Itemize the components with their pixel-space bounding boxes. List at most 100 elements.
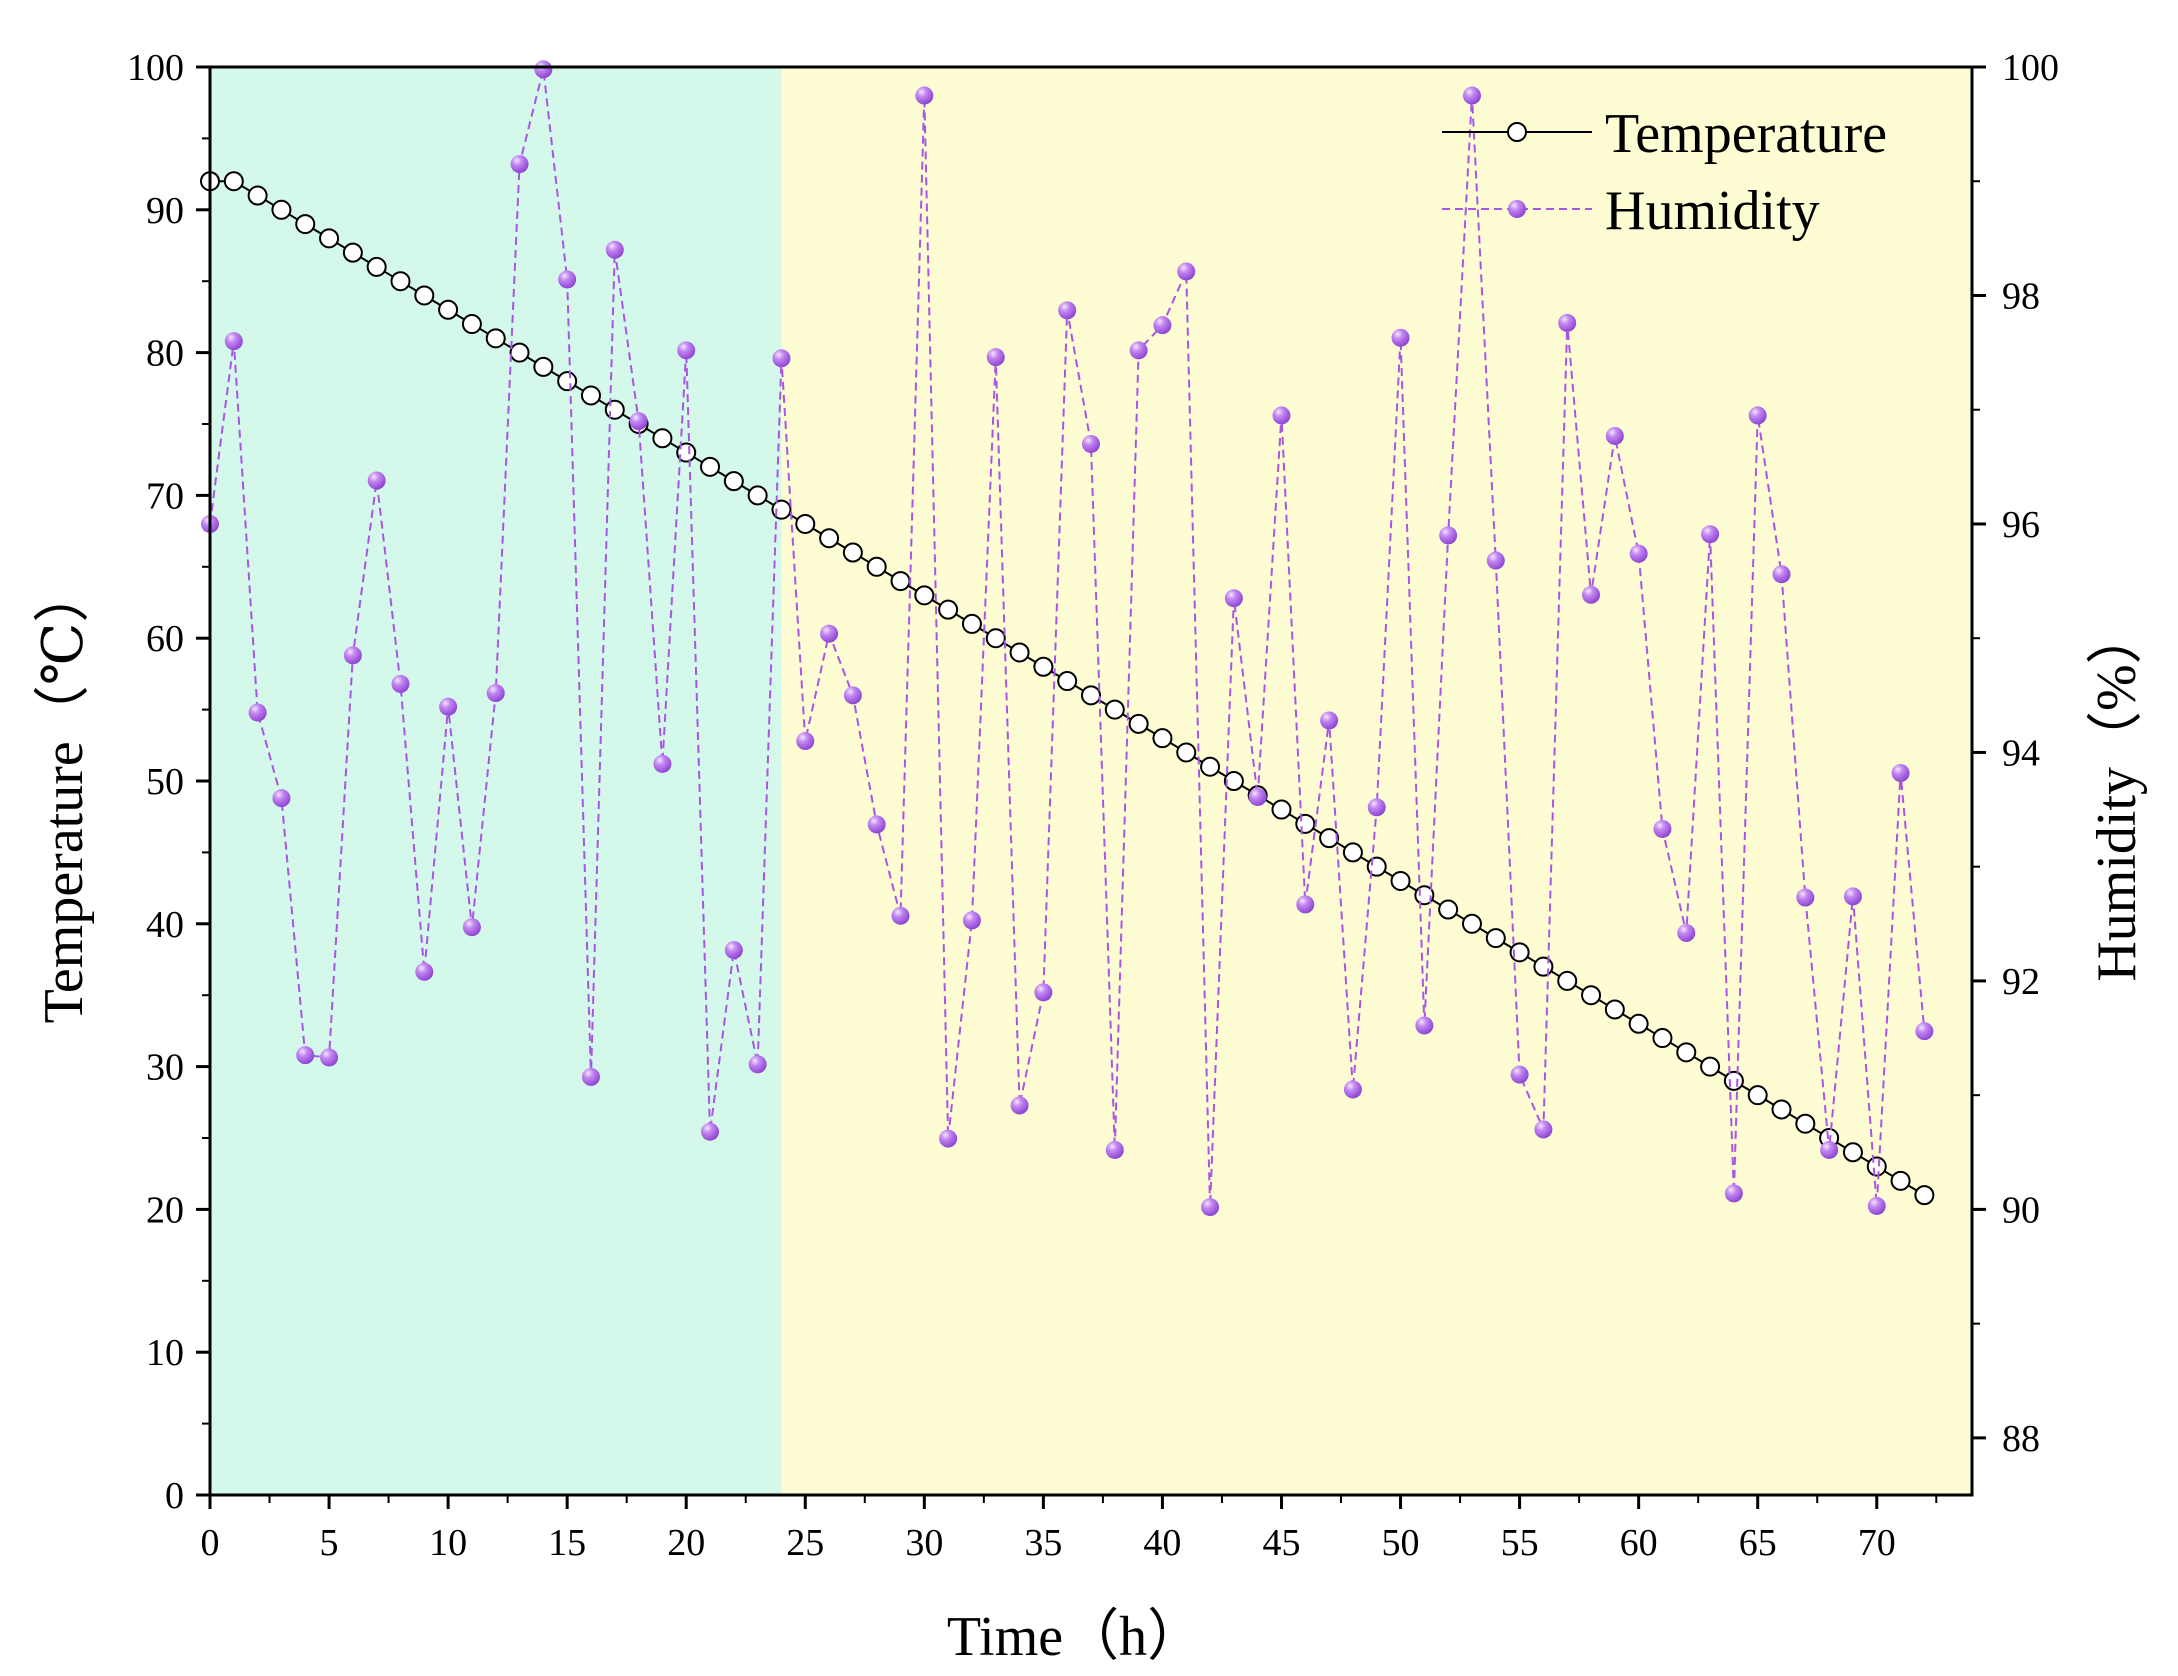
temperature-point [342, 242, 363, 263]
temperature-point [652, 428, 673, 449]
temperature-point [1485, 928, 1506, 949]
humidity-point [1082, 434, 1100, 453]
humidity-point [891, 906, 910, 925]
x-tick-label: 15 [548, 1522, 586, 1564]
legend-marker-temperature [1507, 122, 1527, 142]
humidity-point [1343, 1080, 1362, 1099]
temperature-point [557, 371, 578, 392]
humidity-point [605, 240, 624, 259]
temperature-point [1461, 913, 1482, 934]
humidity-point [1891, 764, 1910, 783]
humidity-point [1034, 983, 1053, 1002]
humidity-point [439, 697, 458, 716]
humidity-point [1153, 316, 1172, 335]
temperature-point [747, 485, 768, 506]
temperature-point [819, 528, 840, 549]
humidity-point [248, 703, 267, 722]
humidity-point [1582, 585, 1601, 604]
humidity-point [986, 348, 1005, 367]
humidity-point [1772, 565, 1791, 584]
background-region-0 [210, 67, 782, 1495]
humidity-point [1653, 819, 1672, 838]
humidity-point [1462, 86, 1481, 105]
temperature-point [1866, 1156, 1887, 1177]
temperature-point [866, 556, 887, 577]
humidity-point [510, 155, 529, 174]
humidity-point [724, 941, 743, 960]
humidity-point [1201, 1198, 1220, 1217]
humidity-point [915, 86, 934, 105]
temperature-point [961, 613, 982, 634]
x-tick-label: 5 [320, 1522, 339, 1564]
temperature-point [366, 256, 387, 277]
temperature-point [1557, 970, 1578, 991]
x-tick-label: 25 [786, 1522, 824, 1564]
temperature-point [533, 356, 554, 377]
y-tick-label: 70 [146, 475, 184, 517]
y-ticks: 0 10 20 30 40 50 60 70 80 90 100 [127, 47, 210, 1517]
x-tick-label: 45 [1262, 1522, 1300, 1564]
y-tick-label: 50 [146, 761, 184, 803]
temperature-point [1771, 1099, 1792, 1120]
humidity-point [1105, 1140, 1124, 1159]
humidity-point [1748, 406, 1767, 425]
background-regions [210, 67, 1972, 1495]
x-axis-title: Time（h） [947, 1606, 1203, 1668]
humidity-point [343, 646, 362, 665]
temperature-point [1842, 1142, 1863, 1163]
x-tick-label: 65 [1739, 1522, 1777, 1564]
temperature-point [1890, 1170, 1911, 1191]
y-tick-label: 10 [146, 1332, 184, 1374]
temperature-point [1104, 699, 1125, 720]
y-tick-label: 40 [146, 904, 184, 946]
humidity-point [224, 332, 243, 351]
x-tick-label: 60 [1620, 1522, 1658, 1564]
x-tick-label: 40 [1143, 1522, 1181, 1564]
temperature-point [1319, 828, 1340, 849]
humidity-point [1224, 589, 1243, 608]
humidity-point [677, 341, 696, 360]
humidity-point [796, 732, 815, 751]
temperature-point [1747, 1085, 1768, 1106]
humidity-point [1486, 551, 1505, 570]
legend: Temperature Humidity [1442, 103, 1887, 242]
temperature-point [985, 628, 1006, 649]
y-tick-label: 80 [146, 333, 184, 375]
temperature-point [890, 571, 911, 592]
humidity-point [939, 1129, 958, 1148]
x-tick-label: 35 [1024, 1522, 1062, 1564]
temperature-point [1152, 728, 1173, 749]
y2-ticks: 88 90 92 94 96 98 100 [1972, 47, 2059, 1460]
temperature-point [723, 471, 744, 492]
humidity-point [581, 1067, 600, 1086]
humidity-point [1796, 888, 1815, 907]
temperature-point [1200, 756, 1221, 777]
humidity-point [1296, 895, 1315, 914]
humidity-point [320, 1048, 339, 1067]
humidity-point [534, 60, 553, 79]
humidity-point [486, 684, 505, 703]
x-tick-label: 0 [201, 1522, 220, 1564]
y2-tick-label: 96 [2002, 504, 2040, 546]
temperature-point [1342, 842, 1363, 863]
temperature-point [1628, 1013, 1649, 1034]
humidity-point [1701, 525, 1720, 544]
y-tick-label: 90 [146, 190, 184, 232]
temperature-point [509, 342, 530, 363]
temperature-point [223, 171, 244, 192]
humidity-point [1248, 787, 1267, 806]
temperature-point [700, 456, 721, 477]
x-tick-label: 20 [667, 1522, 705, 1564]
humidity-point [701, 1122, 720, 1141]
humidity-point [1510, 1065, 1529, 1084]
temperature-point [1009, 642, 1030, 663]
temperature-point [1081, 685, 1101, 706]
humidity-point [415, 962, 434, 981]
humidity-point [367, 471, 386, 490]
y2-tick-label: 92 [2002, 961, 2040, 1003]
temperature-point [247, 185, 268, 206]
temperature-point [604, 399, 625, 420]
temperature-point [1652, 1028, 1673, 1049]
humidity-point [1558, 313, 1577, 332]
temperature-point [1295, 813, 1316, 834]
